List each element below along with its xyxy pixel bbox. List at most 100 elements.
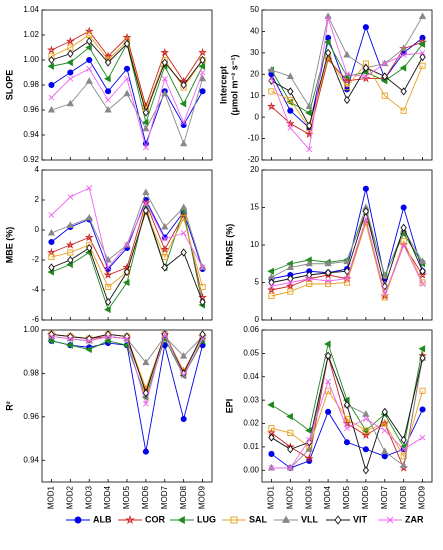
marker — [198, 74, 207, 82]
legend-marker — [386, 516, 394, 524]
marker — [400, 44, 408, 52]
marker — [286, 263, 294, 271]
marker — [180, 248, 187, 257]
y-tick-label: 0.02 — [243, 419, 259, 428]
y-tick-label: 15 — [250, 203, 259, 212]
marker — [180, 415, 187, 423]
y-axis-label: EPI — [224, 399, 234, 414]
legend-marker — [74, 516, 82, 524]
marker — [286, 72, 294, 79]
marker — [362, 207, 370, 216]
marker — [160, 244, 170, 254]
marker — [48, 55, 55, 65]
marker — [48, 263, 55, 272]
marker — [85, 77, 93, 84]
marker — [324, 48, 332, 57]
marker — [122, 278, 130, 287]
legend-marker — [334, 515, 342, 525]
marker — [419, 53, 426, 62]
marker — [325, 278, 332, 284]
marker — [66, 341, 73, 349]
marker — [362, 410, 370, 417]
marker — [418, 257, 427, 265]
y-tick-label: 0.98 — [23, 369, 39, 378]
marker — [48, 238, 55, 246]
x-tick-label: MOD9 — [418, 485, 427, 509]
x-tick-label: MOD2 — [285, 485, 294, 509]
marker — [142, 108, 150, 117]
marker — [268, 465, 275, 471]
marker — [161, 263, 168, 272]
marker — [418, 345, 426, 353]
y-tick-label: 0.96 — [23, 412, 39, 421]
legend-marker — [281, 515, 291, 523]
marker — [47, 62, 54, 70]
y-tick-label: 20 — [250, 69, 259, 78]
x-tick-label: MOD8 — [399, 485, 408, 509]
marker — [85, 345, 92, 354]
y-tick-label: 1.00 — [23, 325, 39, 334]
marker — [85, 213, 93, 221]
y-tick-label: 0.03 — [243, 395, 259, 404]
marker — [418, 270, 427, 279]
marker — [325, 15, 332, 22]
marker — [343, 267, 351, 276]
marker — [343, 400, 351, 409]
marker — [104, 58, 112, 67]
marker — [343, 279, 351, 286]
marker — [179, 100, 187, 108]
marker — [362, 446, 369, 453]
marker — [344, 275, 350, 282]
marker — [161, 253, 168, 261]
marker — [304, 274, 314, 283]
y-tick-label: 0.04 — [243, 372, 259, 381]
marker — [48, 253, 55, 261]
marker — [381, 290, 388, 297]
marker — [124, 75, 130, 82]
marker — [199, 335, 206, 342]
marker — [324, 38, 331, 46]
legend-label: SAL — [249, 514, 268, 524]
marker — [67, 75, 74, 82]
marker — [104, 105, 112, 113]
marker — [67, 249, 74, 256]
y-tick-label: -4 — [32, 285, 40, 294]
y-tick-label: 0.96 — [23, 105, 39, 114]
marker — [381, 427, 388, 434]
marker — [287, 288, 294, 295]
marker — [324, 12, 332, 19]
marker — [286, 412, 293, 421]
x-tick-label: MOD2 — [65, 485, 74, 509]
x-tick-label: MOD1 — [267, 485, 276, 509]
marker — [66, 240, 75, 249]
marker — [180, 230, 187, 236]
y-tick-label: 0.92 — [23, 155, 39, 164]
marker — [343, 95, 351, 105]
y-tick-label: 0.01 — [243, 442, 259, 451]
y-tick-label: 10 — [250, 240, 259, 249]
marker — [161, 58, 168, 67]
y-tick-label: 1.02 — [23, 30, 39, 39]
marker — [67, 69, 74, 76]
marker — [141, 198, 151, 207]
marker — [86, 65, 93, 72]
marker — [324, 351, 332, 360]
marker — [104, 305, 111, 314]
marker — [287, 445, 294, 454]
marker — [343, 439, 351, 446]
legend-marker — [177, 515, 185, 525]
marker — [268, 425, 275, 432]
marker — [418, 40, 426, 48]
x-tick-label: MOD4 — [323, 485, 332, 509]
marker — [180, 203, 188, 211]
series-line — [51, 191, 203, 268]
marker — [47, 228, 56, 236]
marker — [268, 88, 275, 95]
marker — [419, 49, 426, 56]
marker — [48, 212, 55, 218]
series-line — [271, 389, 423, 458]
marker — [306, 280, 313, 288]
y-tick-label: -10 — [247, 134, 259, 143]
marker — [142, 200, 149, 206]
x-tick-label: MOD5 — [342, 485, 351, 509]
